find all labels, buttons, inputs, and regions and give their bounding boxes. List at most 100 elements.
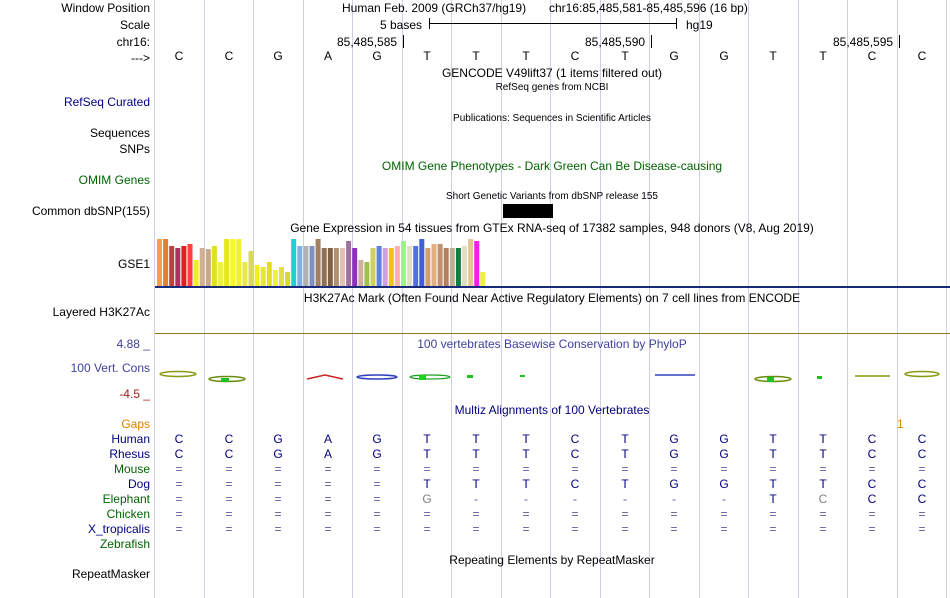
alignment-base: T: [472, 447, 480, 461]
alignment-base: =: [522, 462, 530, 476]
alignment-base: C: [917, 492, 927, 506]
alignment-base: C: [224, 432, 234, 446]
alignment-base: C: [174, 432, 184, 446]
grid-line: [897, 0, 898, 598]
base-letter: C: [174, 49, 184, 63]
gtex-bar: [443, 248, 449, 286]
gtex-baseline: [155, 286, 950, 288]
alignment-base: C: [224, 447, 234, 461]
alignment-base: T: [522, 447, 530, 461]
alignment-base: A: [323, 432, 332, 446]
gtex-bar: [333, 248, 339, 286]
label-sequences[interactable]: Sequences: [89, 126, 150, 140]
label-cons[interactable]: 100 Vert. Cons: [70, 361, 150, 375]
alignment-base: =: [769, 522, 777, 536]
track-area[interactable]: Human Feb. 2009 (GRCh37/hg19) chr16:85,4…: [154, 0, 950, 598]
base-letter: T: [819, 49, 827, 63]
gtex-bar: [437, 244, 443, 286]
alignment-base: =: [175, 477, 183, 491]
label-species-dog[interactable]: Dog: [127, 477, 150, 491]
gtex-bar: [291, 239, 297, 286]
base-letter: C: [224, 49, 234, 63]
alignment-base: -: [524, 492, 528, 506]
track-label-column: Window Position Scale chr16: ---> RefSeq…: [0, 0, 154, 598]
gtex-bar: [407, 246, 413, 286]
label-gaps[interactable]: Gaps: [121, 417, 150, 431]
alignment-base: T: [819, 432, 827, 446]
base-letter: T: [472, 49, 480, 63]
label-species-zebrafish[interactable]: Zebrafish: [99, 537, 150, 551]
phylop-conservation-plot[interactable]: [155, 362, 950, 392]
position-title: chr16:85,485,581-85,485,596 (16 bp): [549, 1, 748, 15]
title-phylop: 100 vertebrates Basewise Conservation by…: [417, 337, 687, 351]
dbsnp-variant-block[interactable]: [503, 204, 553, 218]
alignment-base: T: [472, 477, 480, 491]
grid-line: [847, 0, 848, 598]
alignment-base: T: [769, 492, 777, 506]
label-cons-min: -4.5 _: [119, 387, 150, 401]
label-h3k27ac[interactable]: Layered H3K27Ac: [52, 305, 150, 319]
alignment-base: T: [769, 477, 777, 491]
alignment-base: =: [274, 477, 282, 491]
alignment-base: C: [867, 432, 877, 446]
gaps-mark: 1: [897, 417, 904, 431]
scale-bar: [429, 23, 676, 24]
alignment-base: =: [225, 492, 233, 506]
alignment-base: T: [472, 432, 480, 446]
alignment-base: A: [323, 447, 332, 461]
alignment-base: =: [868, 507, 876, 521]
title-h3k27ac: H3K27Ac Mark (Often Found Near Active Re…: [303, 291, 801, 305]
base-letter: G: [273, 49, 283, 63]
alignment-base: =: [621, 507, 629, 521]
base-letter: G: [669, 49, 679, 63]
alignment-base: =: [225, 507, 233, 521]
alignment-base: =: [373, 462, 381, 476]
alignment-base: =: [324, 507, 332, 521]
label-repeatmasker[interactable]: RepeatMasker: [71, 567, 150, 581]
scale-tick-left: [429, 18, 430, 29]
alignment-base: T: [621, 477, 629, 491]
alignment-base: G: [719, 447, 729, 461]
gtex-bar: [181, 246, 187, 286]
gtex-bar: [157, 239, 162, 286]
gtex-bar: [364, 262, 370, 286]
alignment-base: =: [868, 522, 876, 536]
label-species-rhesus[interactable]: Rhesus: [109, 447, 150, 461]
alignment-base: =: [918, 522, 926, 536]
gtex-bar: [431, 244, 437, 286]
scale-tick-right: [676, 18, 677, 29]
label-gse1[interactable]: GSE1: [117, 257, 150, 271]
alignment-base: C: [570, 432, 580, 446]
gtex-bar-chart[interactable]: [155, 236, 950, 288]
alignment-base: G: [372, 432, 382, 446]
grid-line: [154, 0, 155, 598]
phylop-mark: [159, 370, 197, 378]
alignment-base: T: [423, 432, 431, 446]
alignment-base: C: [917, 477, 927, 491]
base-letter: C: [917, 49, 927, 63]
coord-tick-1: [403, 35, 404, 48]
gtex-bar: [272, 270, 278, 286]
label-species-human[interactable]: Human: [111, 432, 150, 446]
alignment-base: =: [373, 477, 381, 491]
coord-2: 85,485,590: [585, 35, 646, 49]
label-refseq[interactable]: RefSeq Curated: [63, 95, 150, 109]
alignment-base: G: [273, 447, 283, 461]
label-omim[interactable]: OMIM Genes: [78, 173, 150, 187]
alignment-base: =: [571, 507, 579, 521]
alignment-base: -: [623, 492, 627, 506]
gtex-bar: [358, 260, 364, 286]
label-chrom: chr16:: [116, 35, 150, 49]
alignment-base: -: [573, 492, 577, 506]
alignment-base: =: [720, 522, 728, 536]
label-snps[interactable]: SNPs: [119, 142, 150, 156]
label-species-xtropicalis[interactable]: X_tropicalis: [87, 522, 150, 536]
label-dbsnp[interactable]: Common dbSNP(155): [31, 204, 150, 218]
alignment-base: =: [324, 492, 332, 506]
label-species-elephant[interactable]: Elephant: [102, 492, 150, 506]
alignment-base: =: [274, 522, 282, 536]
label-species-chicken[interactable]: Chicken: [106, 507, 150, 521]
gtex-bar: [462, 246, 467, 286]
alignment-base: =: [522, 507, 530, 521]
label-species-mouse[interactable]: Mouse: [113, 462, 150, 476]
